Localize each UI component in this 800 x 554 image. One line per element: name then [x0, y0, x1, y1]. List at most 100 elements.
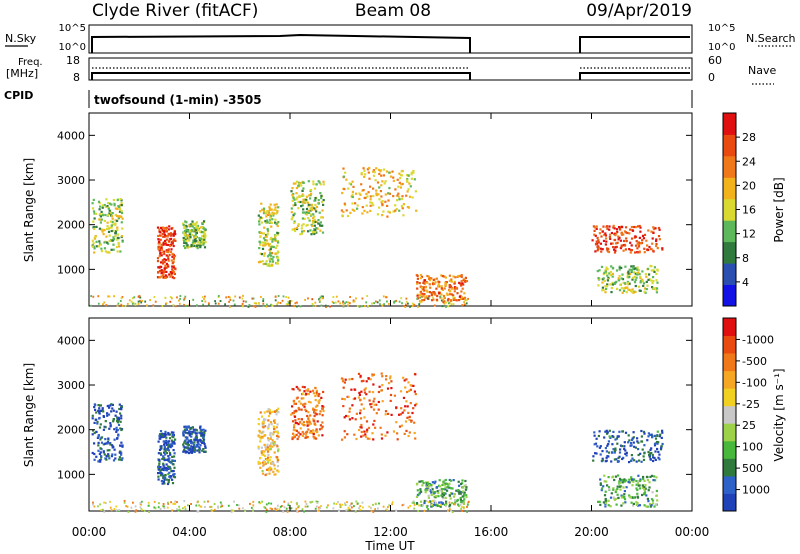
velocity-cell	[168, 457, 171, 460]
velocity-cell	[355, 412, 358, 415]
velocity-cell	[267, 453, 270, 456]
velocity-cell	[167, 459, 170, 463]
velocity-cell	[318, 413, 321, 416]
power-cell	[607, 247, 610, 250]
velocity-cell	[454, 503, 456, 506]
velocity-cell	[358, 391, 361, 394]
velocity-cell	[368, 437, 371, 440]
velocity-cell	[163, 474, 167, 477]
power-cell	[435, 277, 438, 280]
power-cell	[443, 275, 446, 278]
power-cell	[387, 199, 390, 202]
velocity-cell	[414, 393, 417, 396]
power-cell	[441, 305, 444, 308]
power-cell	[388, 187, 391, 190]
power-cell	[228, 300, 230, 303]
power-cell	[169, 275, 172, 278]
velocity-cell	[110, 455, 113, 458]
power-cell	[606, 268, 609, 271]
velocity-cell	[183, 430, 186, 433]
velocity-cell	[356, 502, 359, 505]
velocity-cell	[303, 424, 306, 427]
power-cell	[260, 231, 263, 234]
power-cell	[116, 238, 119, 241]
power-cell	[164, 274, 167, 277]
power-cell	[262, 210, 266, 213]
power-cell	[269, 264, 272, 268]
power-cell	[317, 202, 320, 205]
velocity-cell	[635, 503, 638, 506]
power-cell	[640, 242, 643, 245]
power-cell	[100, 250, 103, 253]
velocity-cell	[461, 509, 463, 512]
power-cell	[443, 287, 446, 290]
velocity-cell	[199, 444, 202, 447]
power-cell	[95, 225, 98, 228]
power-cell	[301, 230, 304, 233]
power-cell	[195, 226, 198, 229]
velocity-cell	[287, 504, 290, 507]
power-cell	[262, 244, 265, 247]
velocity-cell	[391, 501, 394, 504]
power-cell	[183, 233, 186, 236]
power-cell	[92, 198, 95, 201]
power-cell	[139, 299, 141, 302]
velocity-cell	[120, 458, 123, 462]
power-cell	[440, 299, 443, 302]
velocity-cell	[107, 453, 110, 456]
power-cell	[420, 286, 423, 289]
power-cell	[108, 209, 111, 212]
power-cell	[242, 300, 245, 303]
power-cell	[447, 297, 450, 301]
velocity-cell	[615, 503, 618, 506]
velocity-cell	[651, 499, 655, 502]
velocity-cell	[447, 509, 449, 512]
velocity-cell	[414, 437, 417, 440]
velocity-cell	[202, 440, 205, 443]
power-cell	[160, 272, 163, 275]
power-cell	[452, 294, 455, 297]
power-cell	[262, 212, 266, 215]
velocity-cell	[276, 432, 280, 435]
time-tick-label: 08:00	[273, 525, 308, 539]
power-cell	[270, 221, 273, 224]
velocity-cell	[651, 453, 654, 457]
velocity-cell	[293, 434, 296, 437]
velocity-cell	[327, 504, 329, 507]
power-cell	[252, 297, 255, 300]
power-cell	[394, 188, 397, 191]
power-cell	[388, 211, 391, 214]
power-cell	[635, 240, 638, 243]
power-cell	[609, 237, 612, 240]
power-cell	[173, 238, 176, 241]
velocity-cell	[306, 436, 309, 439]
power-cell	[418, 282, 421, 285]
velocity-cell	[259, 502, 262, 505]
velocity-cell	[98, 459, 101, 462]
velocity-cell	[631, 457, 634, 460]
power-cell	[274, 252, 277, 255]
velocity-cell	[451, 502, 454, 505]
power-cell	[656, 268, 659, 271]
power-cell	[314, 230, 317, 234]
power-cell	[160, 269, 163, 272]
power-cell	[293, 212, 296, 215]
power-cell	[367, 305, 370, 308]
power-cell	[106, 205, 109, 208]
power-cell	[613, 248, 616, 251]
velocity-cell	[338, 509, 340, 512]
power-cell	[161, 259, 164, 262]
velocity-cell	[101, 407, 104, 410]
velocity-cell	[273, 451, 276, 454]
velocity-cell	[267, 467, 270, 470]
power-cell	[198, 237, 201, 240]
velocity-cell	[614, 490, 617, 494]
velocity-cell	[454, 499, 457, 502]
power-cell	[277, 259, 280, 262]
velocity-cell	[94, 408, 97, 411]
velocity-cell	[442, 480, 445, 483]
velocity-cell	[92, 429, 95, 432]
velocity-cell	[444, 496, 447, 499]
power-cell	[604, 285, 607, 288]
velocity-cell	[230, 509, 233, 512]
